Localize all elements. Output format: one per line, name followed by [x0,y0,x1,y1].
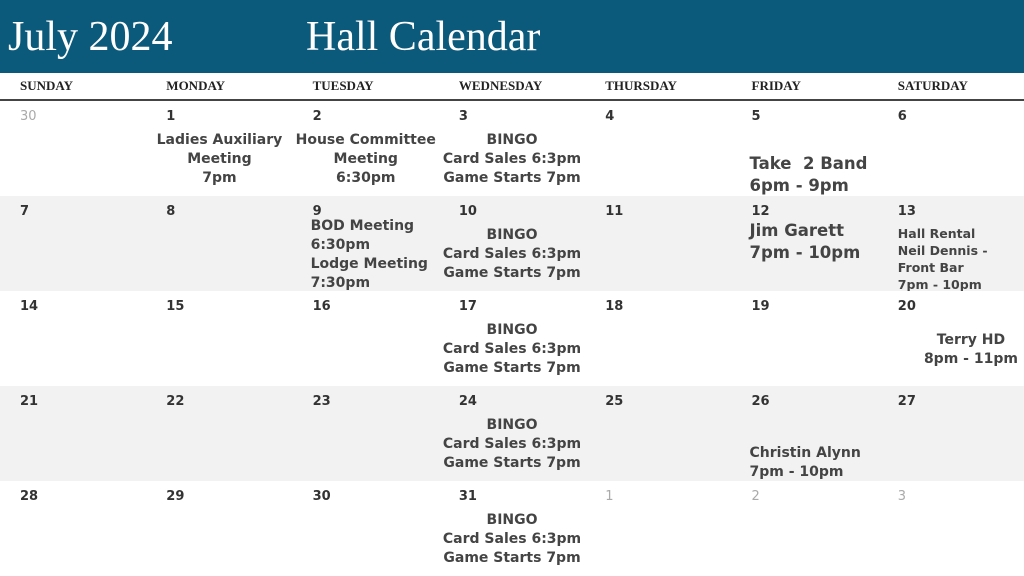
event-line: 7pm - 10pm [749,243,861,262]
day-number: 29 [166,489,185,504]
event-line: Take 2 Band [749,154,868,173]
day-number: 6 [897,109,907,124]
event-line: Lodge Meeting [310,256,428,272]
event-line: Game Starts 7pm [443,265,581,281]
event-line: Front Bar [897,260,964,275]
event-line: Card Sales 6:3pm [442,531,582,547]
day-number: 3 [458,109,468,124]
weekday: SATURDAY [897,78,968,93]
day-number: 1 [166,109,176,124]
event-line: Card Sales 6:3pm [442,341,582,357]
day-number: 21 [20,394,39,409]
day-number: 11 [605,204,624,219]
event-line: Christin Alynn [749,445,861,461]
event-line: BOD Meeting [310,218,415,234]
day-number: 23 [312,394,331,409]
event-line: BINGO [486,132,538,148]
day-number: 5 [751,109,761,124]
day-number: 10 [458,204,477,219]
day-number: 16 [312,299,331,314]
day-number: 2 [312,109,322,124]
week-row [0,481,1024,576]
event-line: Game Starts 7pm [443,360,581,376]
event-line: Meeting [333,151,398,167]
event-line: BINGO [486,417,538,433]
day-number: 26 [751,394,770,409]
header: July 2024 Hall Calendar [0,0,1024,73]
day-number: 27 [897,394,916,409]
event-line: Meeting [187,151,252,167]
title: Hall Calendar [306,14,541,60]
weekday: FRIDAY [751,78,801,93]
week-row [0,196,1024,291]
event-line: 7pm [202,170,237,186]
event-line: Card Sales 6:3pm [442,151,582,167]
day-number: 3 [897,489,907,504]
day-number: 19 [751,299,770,314]
event-line: 8pm - 11pm [923,351,1018,367]
event-line: 6pm - 9pm [749,176,849,195]
week-row [0,386,1024,481]
day-number: 9 [312,204,322,219]
day-number: 12 [751,204,770,219]
week-row [0,291,1024,386]
weekday: WEDNESDAY [458,78,543,93]
day-number: 17 [458,299,477,314]
event-line: Game Starts 7pm [443,170,581,186]
event-line: 7pm - 10pm [749,464,844,480]
event-line: Neil Dennis - [897,243,988,258]
day-number: 25 [605,394,624,409]
divider [0,99,1024,101]
weekday: THURSDAY [605,78,677,93]
event-line: Card Sales 6:3pm [442,436,582,452]
event-line: 6:30pm [336,170,396,186]
event-line: Game Starts 7pm [443,550,581,566]
weekday: MONDAY [166,78,226,93]
event-line: Card Sales 6:3pm [442,246,582,262]
day-number: 4 [605,109,615,124]
event-line: BINGO [486,227,538,243]
day-number: 31 [458,489,477,504]
day-number: 30 [312,489,331,504]
day-number: 8 [166,204,176,219]
month: July 2024 [8,14,173,60]
event-line: 7pm - 10pm [897,277,982,292]
event-line: Ladies Auxiliary [156,132,283,148]
event-line: Terry HD [936,332,1006,348]
event-line: Game Starts 7pm [443,455,581,471]
event-line: House Committee [295,132,436,148]
day-number: 7 [20,204,30,219]
day-number: 14 [20,299,39,314]
day-number: 20 [897,299,916,314]
event-line: BINGO [486,512,538,528]
day-number: 2 [751,489,760,504]
day-number: 18 [605,299,624,314]
event-line: Hall Rental [897,226,976,241]
weekday: SUNDAY [20,78,73,93]
day-number: 22 [166,394,185,409]
day-number: 28 [20,489,39,504]
weekday: TUESDAY [312,78,374,93]
event-line: 6:30pm [310,237,371,253]
day-number: 15 [166,299,185,314]
event-line: 7:30pm [310,275,371,291]
day-number: 13 [897,204,916,219]
day-number: 24 [458,394,477,409]
week-row [0,101,1024,196]
day-number: 1 [605,489,614,504]
day-number: 30 [20,109,37,124]
event-line: Jim Garett [749,221,845,240]
event-line: BINGO [486,322,538,338]
